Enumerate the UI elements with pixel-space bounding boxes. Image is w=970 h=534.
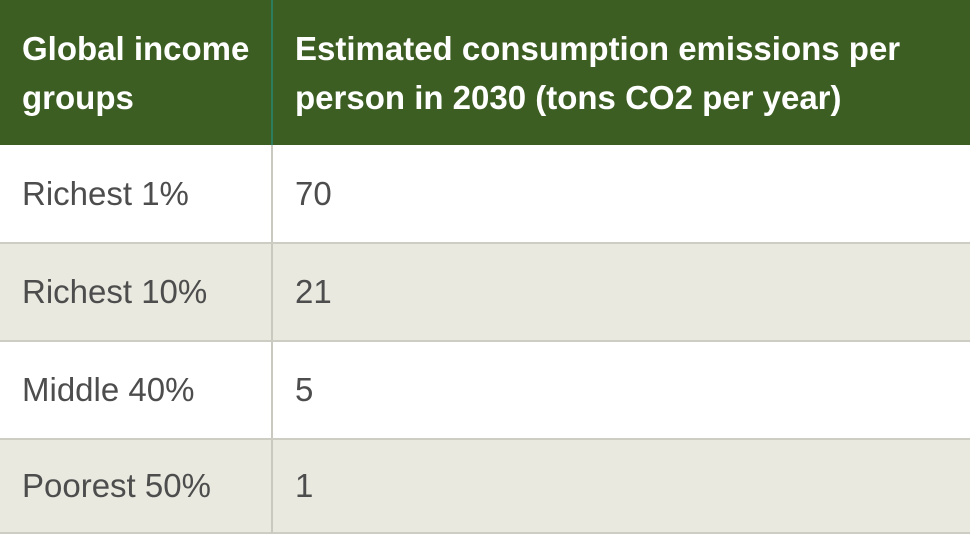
column-header-income-groups: Global income groups bbox=[0, 0, 271, 145]
cell-group-middle-40: Middle 40% bbox=[0, 340, 271, 438]
column-header-emissions: Estimated consumption emissions per pers… bbox=[271, 0, 970, 145]
cell-value-middle-40: 5 bbox=[271, 340, 970, 438]
cell-value-richest-1: 70 bbox=[271, 145, 970, 242]
cell-value-richest-10: 21 bbox=[271, 242, 970, 340]
cell-group-poorest-50: Poorest 50% bbox=[0, 438, 271, 534]
cell-group-richest-10: Richest 10% bbox=[0, 242, 271, 340]
cell-group-richest-1: Richest 1% bbox=[0, 145, 271, 242]
cell-value-poorest-50: 1 bbox=[271, 438, 970, 534]
